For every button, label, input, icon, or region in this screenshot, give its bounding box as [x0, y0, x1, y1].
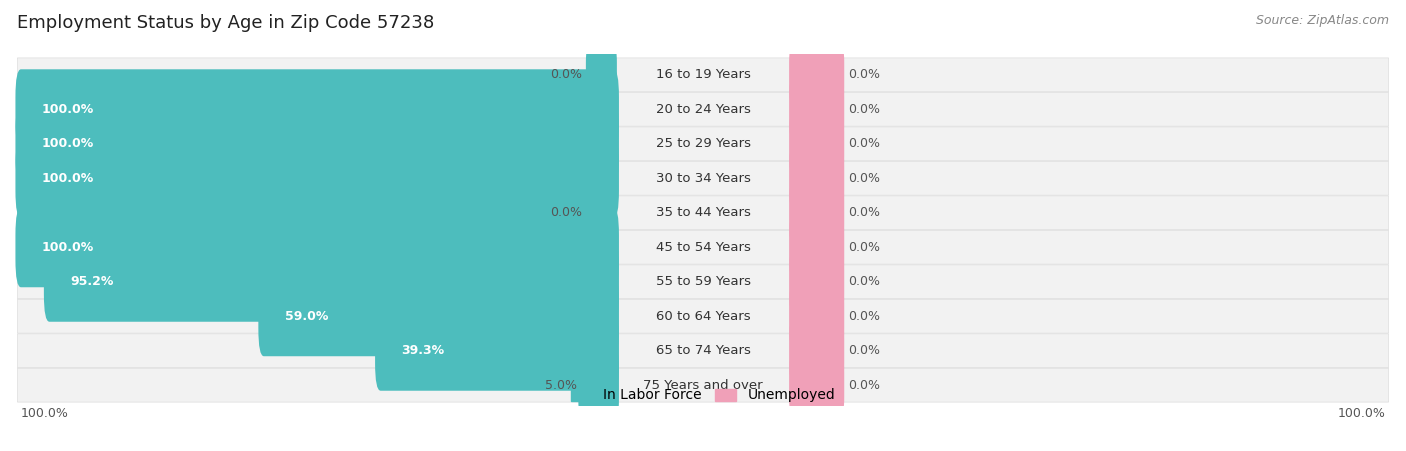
- FancyBboxPatch shape: [17, 230, 1389, 264]
- FancyBboxPatch shape: [17, 92, 1389, 126]
- Text: 45 to 54 Years: 45 to 54 Years: [655, 241, 751, 254]
- Text: 5.0%: 5.0%: [546, 379, 576, 392]
- Text: 100.0%: 100.0%: [42, 241, 94, 254]
- Text: 75 Years and over: 75 Years and over: [643, 379, 763, 392]
- FancyBboxPatch shape: [586, 45, 617, 105]
- Text: 39.3%: 39.3%: [401, 344, 444, 357]
- Text: 16 to 19 Years: 16 to 19 Years: [655, 68, 751, 81]
- FancyBboxPatch shape: [17, 299, 1389, 333]
- FancyBboxPatch shape: [789, 149, 844, 208]
- FancyBboxPatch shape: [789, 252, 844, 311]
- FancyBboxPatch shape: [789, 355, 844, 415]
- Text: 30 to 34 Years: 30 to 34 Years: [655, 172, 751, 185]
- FancyBboxPatch shape: [44, 242, 619, 322]
- FancyBboxPatch shape: [375, 311, 619, 391]
- Text: 100.0%: 100.0%: [42, 137, 94, 150]
- FancyBboxPatch shape: [15, 69, 619, 149]
- FancyBboxPatch shape: [789, 114, 844, 174]
- FancyBboxPatch shape: [17, 161, 1389, 195]
- FancyBboxPatch shape: [789, 286, 844, 346]
- FancyBboxPatch shape: [15, 104, 619, 184]
- FancyBboxPatch shape: [789, 321, 844, 380]
- FancyBboxPatch shape: [17, 196, 1389, 230]
- FancyBboxPatch shape: [17, 58, 1389, 92]
- Text: 0.0%: 0.0%: [848, 379, 880, 392]
- Text: 100.0%: 100.0%: [1337, 407, 1385, 419]
- Text: 100.0%: 100.0%: [42, 172, 94, 185]
- Text: Employment Status by Age in Zip Code 57238: Employment Status by Age in Zip Code 572…: [17, 14, 434, 32]
- Text: 55 to 59 Years: 55 to 59 Years: [655, 275, 751, 288]
- FancyBboxPatch shape: [15, 207, 619, 287]
- Text: 59.0%: 59.0%: [284, 310, 328, 323]
- FancyBboxPatch shape: [17, 127, 1389, 161]
- Text: 0.0%: 0.0%: [848, 68, 880, 81]
- Text: 0.0%: 0.0%: [848, 172, 880, 185]
- FancyBboxPatch shape: [789, 183, 844, 243]
- Text: 65 to 74 Years: 65 to 74 Years: [655, 344, 751, 357]
- Text: 0.0%: 0.0%: [848, 206, 880, 219]
- Text: 0.0%: 0.0%: [550, 68, 582, 81]
- Text: 0.0%: 0.0%: [848, 103, 880, 116]
- Text: Source: ZipAtlas.com: Source: ZipAtlas.com: [1256, 14, 1389, 27]
- Text: 35 to 44 Years: 35 to 44 Years: [655, 206, 751, 219]
- FancyBboxPatch shape: [789, 217, 844, 277]
- Legend: In Labor Force, Unemployed: In Labor Force, Unemployed: [571, 388, 835, 402]
- Text: 60 to 64 Years: 60 to 64 Years: [655, 310, 751, 323]
- Text: 100.0%: 100.0%: [42, 103, 94, 116]
- Text: 0.0%: 0.0%: [848, 137, 880, 150]
- Text: 0.0%: 0.0%: [848, 275, 880, 288]
- FancyBboxPatch shape: [789, 80, 844, 139]
- Text: 100.0%: 100.0%: [21, 407, 69, 419]
- Text: 0.0%: 0.0%: [550, 206, 582, 219]
- FancyBboxPatch shape: [789, 45, 844, 105]
- Text: 25 to 29 Years: 25 to 29 Years: [655, 137, 751, 150]
- Text: 0.0%: 0.0%: [848, 310, 880, 323]
- Text: 20 to 24 Years: 20 to 24 Years: [655, 103, 751, 116]
- Text: 0.0%: 0.0%: [848, 344, 880, 357]
- FancyBboxPatch shape: [259, 276, 619, 356]
- FancyBboxPatch shape: [17, 265, 1389, 299]
- FancyBboxPatch shape: [578, 345, 619, 425]
- Text: 95.2%: 95.2%: [70, 275, 114, 288]
- FancyBboxPatch shape: [17, 368, 1389, 402]
- FancyBboxPatch shape: [17, 334, 1389, 368]
- Text: 0.0%: 0.0%: [848, 241, 880, 254]
- FancyBboxPatch shape: [15, 138, 619, 218]
- FancyBboxPatch shape: [586, 183, 617, 243]
